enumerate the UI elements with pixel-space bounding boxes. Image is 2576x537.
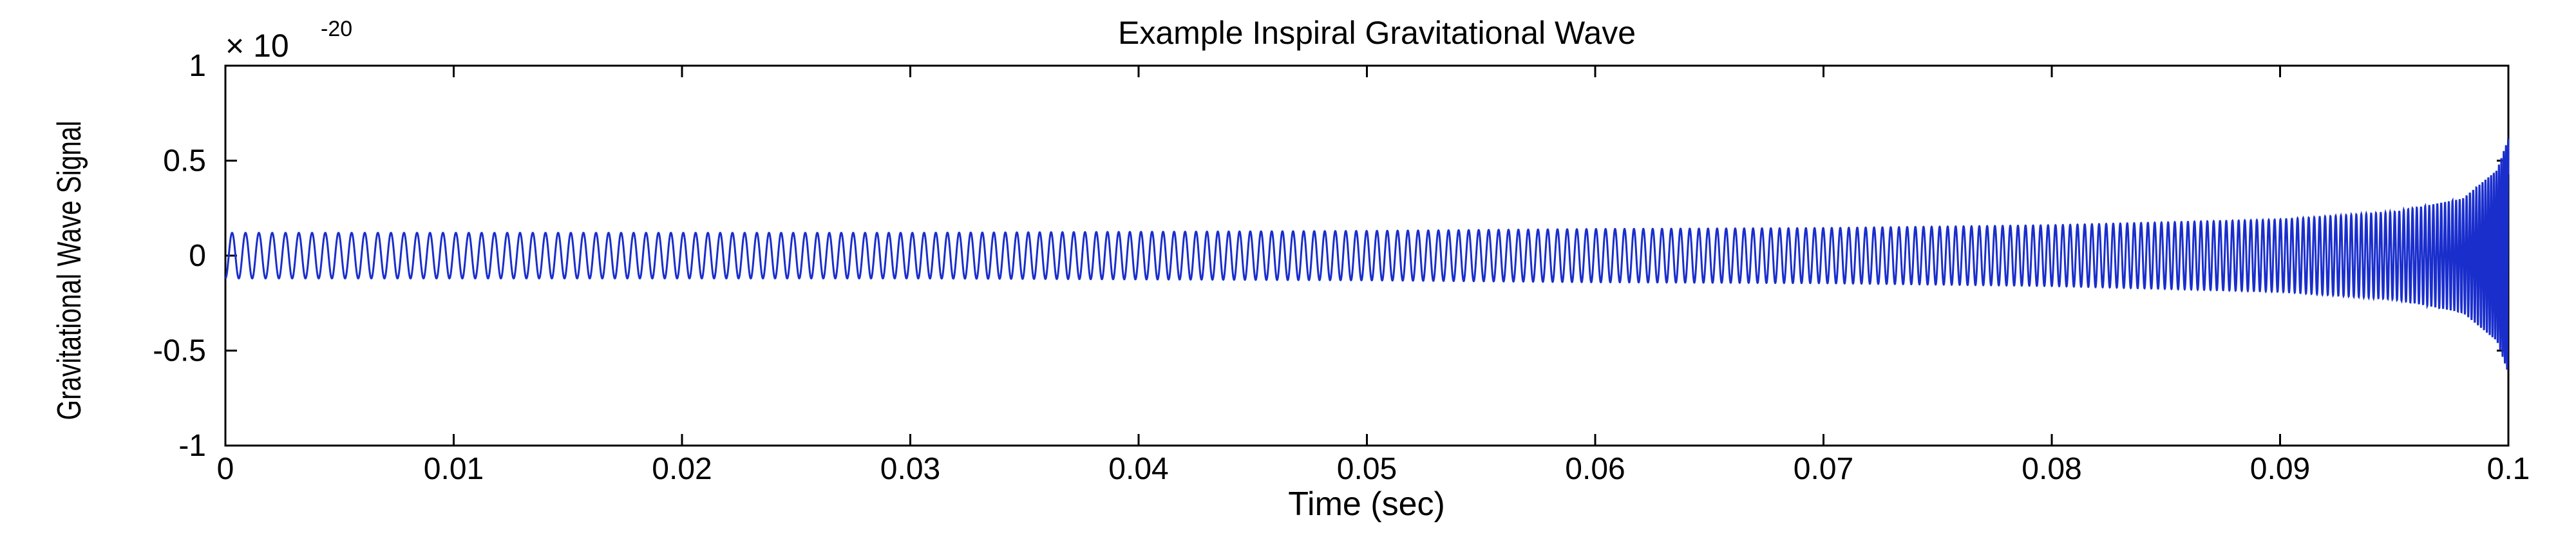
y-multiplier: × 10 -20 [225, 17, 352, 64]
x-tick-label: 0.07 [1794, 452, 1853, 486]
y-tick-label: 1 [189, 49, 206, 83]
x-tick-label: 0.05 [1337, 452, 1397, 486]
y-tick-label: -0.5 [153, 334, 206, 368]
x-tick-label: 0.02 [652, 452, 712, 486]
x-tick-label: 0.04 [1108, 452, 1168, 486]
y-tick-label: -1 [178, 429, 206, 463]
x-tick-label: 0 [217, 452, 234, 486]
x-tick-label: 0.03 [880, 452, 940, 486]
x-tick-label: 0.06 [1565, 452, 1625, 486]
x-tick-label: 0.1 [2487, 452, 2530, 486]
y-multiplier-base: × 10 [225, 28, 289, 64]
x-axis-label: Time (sec) [1288, 485, 1445, 523]
y-multiplier-exponent: -20 [321, 17, 352, 41]
x-tick-label: 0.08 [2022, 452, 2081, 486]
x-axis-ticks [224, 66, 2510, 446]
y-tick-label: 0 [189, 239, 206, 273]
x-axis-tick-labels: 0 0.01 0.02 0.03 0.04 0.05 0.06 0.07 0.08 0.09 0.1 [217, 452, 2530, 486]
series-line-signal [225, 138, 2510, 370]
x-tick-label: 0.01 [424, 452, 484, 486]
y-axis-label: Gravitational Wave Signal [50, 120, 88, 420]
x-tick-label: 0.09 [2250, 452, 2310, 486]
chart-title: Example Inspiral Gravitational Wave [1118, 15, 1636, 51]
y-axis-tick-labels: -1 -0.5 0 0.5 1 [153, 49, 206, 463]
y-tick-label: 0.5 [163, 144, 206, 178]
